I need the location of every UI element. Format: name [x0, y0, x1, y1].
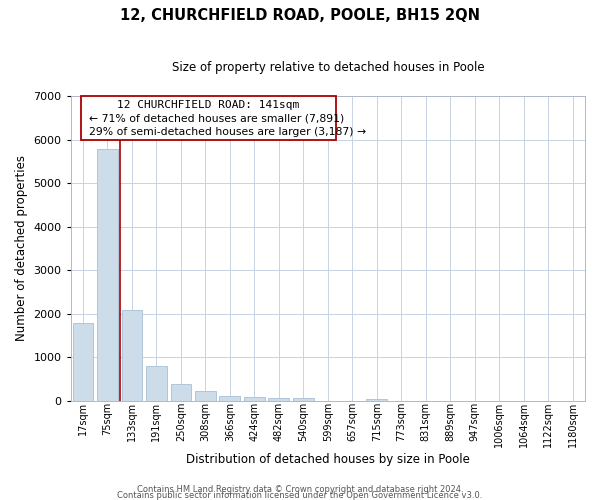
Bar [293, 398, 314, 400]
Bar [268, 398, 289, 400]
Text: 12, CHURCHFIELD ROAD, POOLE, BH15 2QN: 12, CHURCHFIELD ROAD, POOLE, BH15 2QN [120, 8, 480, 22]
Bar [220, 396, 241, 400]
X-axis label: Distribution of detached houses by size in Poole: Distribution of detached houses by size … [186, 453, 470, 466]
Bar [367, 399, 387, 400]
Bar [195, 391, 216, 400]
Text: 29% of semi-detached houses are larger (3,187) →: 29% of semi-detached houses are larger (… [89, 128, 366, 138]
Bar [73, 323, 94, 400]
Y-axis label: Number of detached properties: Number of detached properties [15, 156, 28, 342]
Text: 12 CHURCHFIELD ROAD: 141sqm: 12 CHURCHFIELD ROAD: 141sqm [117, 100, 299, 110]
Bar [146, 366, 167, 400]
Bar [97, 149, 118, 401]
Text: Contains HM Land Registry data © Crown copyright and database right 2024.: Contains HM Land Registry data © Crown c… [137, 484, 463, 494]
Text: Contains public sector information licensed under the Open Government Licence v3: Contains public sector information licen… [118, 490, 482, 500]
FancyBboxPatch shape [81, 96, 335, 140]
Text: ← 71% of detached houses are smaller (7,891): ← 71% of detached houses are smaller (7,… [89, 114, 344, 124]
Bar [170, 384, 191, 400]
Bar [244, 398, 265, 400]
Title: Size of property relative to detached houses in Poole: Size of property relative to detached ho… [172, 61, 484, 74]
Bar [122, 310, 142, 400]
